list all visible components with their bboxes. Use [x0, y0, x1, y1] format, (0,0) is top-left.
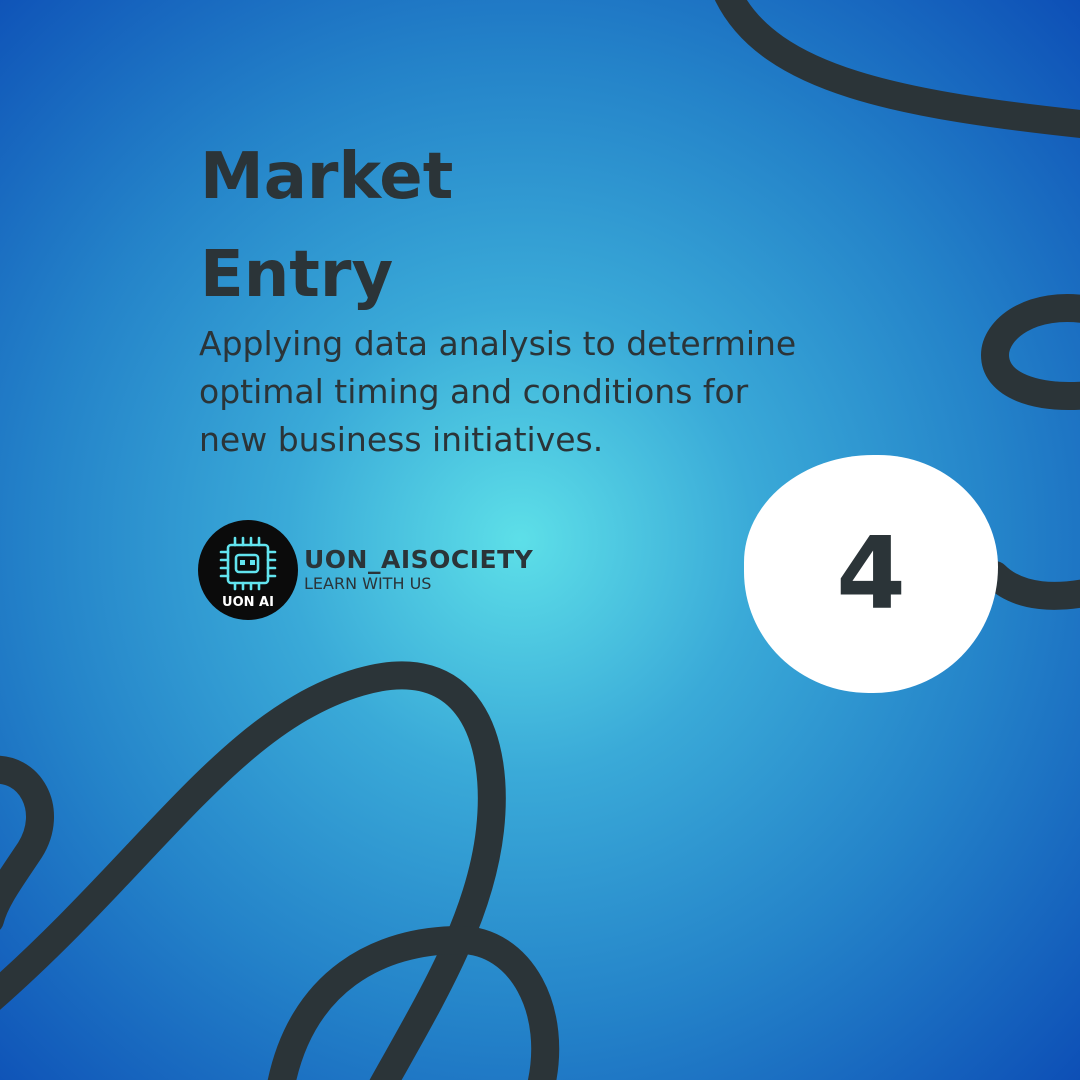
title-line-1: Market: [200, 140, 454, 214]
brand-tagline: LEARN WITH US: [304, 574, 432, 593]
squiggle-bottom-lower: [267, 926, 560, 1080]
brand-logo: UON AI: [198, 520, 298, 620]
squiggle-right-lower: [981, 561, 1080, 610]
page-title: Market Entry: [200, 128, 453, 324]
brand-text: UON_AISOCIETY LEARN WITH US: [304, 546, 533, 594]
step-number: 4: [836, 515, 906, 632]
step-badge: 4: [744, 455, 998, 693]
chip-robot-icon: [219, 536, 277, 591]
brand-name: UON_AISOCIETY: [304, 545, 534, 574]
squiggle-left: [0, 755, 54, 930]
logo-label: UON AI: [222, 595, 274, 610]
title-line-2: Entry: [200, 238, 394, 312]
squiggle-bottom-main: [0, 661, 506, 1080]
brand-block: UON AI UON_AISOCIETY LEARN WITH US: [198, 520, 533, 620]
squiggle-top-right: [715, 0, 1080, 138]
squiggle-right-loop: [981, 294, 1080, 410]
description-text: Applying data analysis to determine opti…: [199, 324, 797, 459]
